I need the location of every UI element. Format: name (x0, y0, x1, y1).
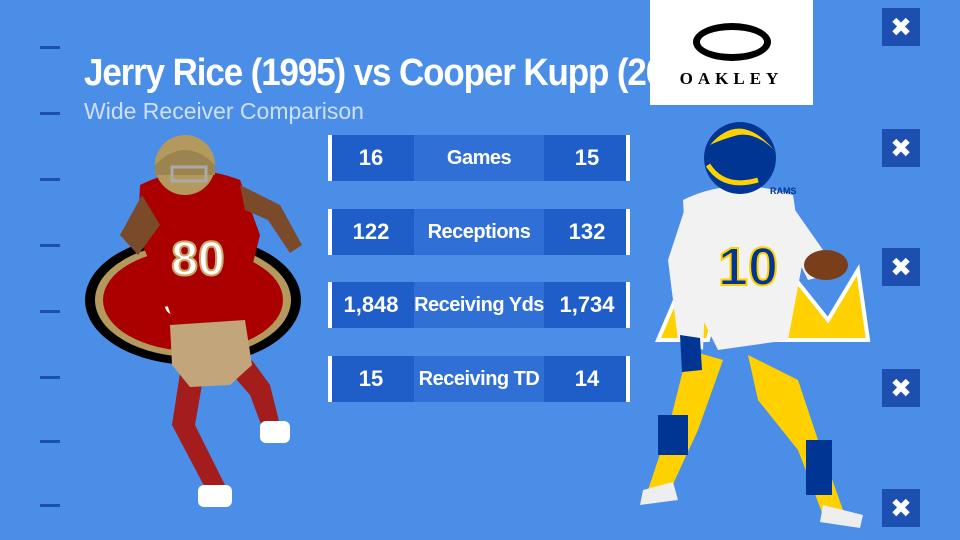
stat-row-receptions: 122 Receptions 132 (328, 209, 630, 255)
right-jersey-number: 10 (718, 237, 778, 297)
stat-left-value: 1,848 (328, 282, 414, 328)
stat-left-value: 16 (328, 135, 414, 181)
oakley-ellipse-icon (692, 22, 771, 61)
stat-left-value: 15 (328, 356, 414, 402)
tick-mark (40, 46, 60, 49)
tick-mark (40, 310, 60, 313)
page-title: Jerry Rice (1995) vs Cooper Kupp (2021) (84, 52, 712, 94)
page-subtitle: Wide Receiver Comparison (84, 98, 364, 124)
tick-mark (40, 440, 60, 443)
tick-mark (40, 244, 60, 247)
row-edge (328, 356, 332, 402)
row-edge (626, 135, 630, 181)
x-mark-icon: ✖ (882, 248, 920, 286)
stat-label: Receiving TD (414, 356, 544, 402)
sponsor-logo: OAKLEY (650, 0, 813, 105)
tick-mark (40, 376, 60, 379)
x-mark-icon: ✖ (882, 8, 920, 46)
x-mark-icon: ✖ (882, 129, 920, 167)
row-edge (626, 282, 630, 328)
stat-label: Receptions (414, 209, 544, 255)
stat-label: Games (414, 135, 544, 181)
stat-row-receiving-td: 15 Receiving TD 14 (328, 356, 630, 402)
stat-right-value: 15 (544, 135, 630, 181)
stat-row-receiving-yds: 1,848 Receiving Yds 1,734 (328, 282, 630, 328)
x-mark-icon: ✖ (882, 489, 920, 527)
stat-right-value: 14 (544, 356, 630, 402)
row-edge (626, 356, 630, 402)
right-player-illustration: 10 RAMS (640, 122, 871, 528)
helmet-text: RAMS (770, 186, 797, 196)
stat-right-value: 1,734 (544, 282, 630, 328)
row-edge (328, 282, 332, 328)
x-mark-icon: ✖ (882, 369, 920, 407)
stat-left-value: 122 (328, 209, 414, 255)
left-player-illustration: SF 80 (85, 135, 302, 507)
tick-mark (40, 178, 60, 181)
left-jersey-number: 80 (171, 233, 224, 286)
tick-mark (40, 504, 60, 507)
row-edge (328, 209, 332, 255)
row-edge (626, 209, 630, 255)
tick-mark (40, 112, 60, 115)
stat-right-value: 132 (544, 209, 630, 255)
sponsor-name: OAKLEY (679, 68, 784, 88)
stat-label: Receiving Yds (414, 282, 544, 328)
stat-row-games: 16 Games 15 (328, 135, 630, 181)
row-edge (328, 135, 332, 181)
